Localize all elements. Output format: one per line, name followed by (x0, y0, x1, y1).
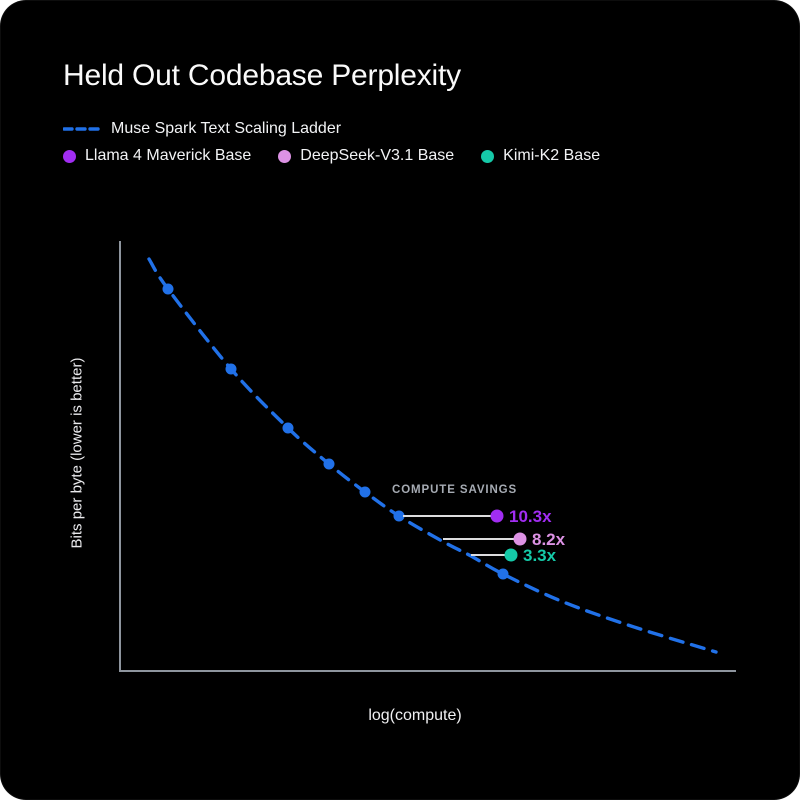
curve-point (162, 283, 174, 295)
legend-series-row: Muse Spark Text Scaling Ladder (62, 120, 342, 138)
x-axis-label: log(compute) (368, 707, 462, 724)
curve-point (497, 568, 509, 580)
kimi-dot-icon (481, 149, 495, 163)
scaling-ladder-curve (147, 257, 718, 654)
savings-multiplier-label: 8.2x (532, 530, 566, 549)
curve-point (282, 422, 294, 434)
model-point (504, 548, 518, 562)
llama-dot-icon (63, 149, 76, 163)
legend-item-llama: Llama 4 Maverick Base (63, 147, 251, 165)
legend-label-deepseek: DeepSeek-V3.1 Base (300, 147, 455, 164)
legend-label-llama: Llama 4 Maverick Base (85, 147, 252, 164)
curve-point (359, 486, 371, 498)
y-axis-label: Bits per byte (lower is better) (68, 357, 86, 549)
legend-item-deepseek: DeepSeek-V3.1 Base (278, 147, 454, 165)
dashed-line-icon (62, 126, 102, 132)
page-title: Held Out Codebase Perplexity (63, 59, 461, 92)
savings-multiplier-label: 3.3x (523, 546, 557, 565)
axis-lines (119, 241, 736, 672)
savings-multiplier-label: 10.3x (509, 507, 552, 526)
legend-item-kimi: Kimi-K2 Base (481, 147, 600, 165)
model-point (490, 509, 504, 523)
legend-series-label: Muse Spark Text Scaling Ladder (111, 120, 342, 137)
model-point (513, 532, 527, 546)
legend-label-kimi: Kimi-K2 Base (503, 147, 601, 164)
curve-point (225, 363, 237, 375)
legend-models-row: Llama 4 Maverick Base DeepSeek-V3.1 Base… (63, 147, 600, 165)
curve-point (393, 510, 405, 522)
deepseek-dot-icon (278, 149, 292, 163)
compute-savings-label: COMPUTE SAVINGS (392, 484, 518, 496)
curve-point (323, 458, 335, 470)
